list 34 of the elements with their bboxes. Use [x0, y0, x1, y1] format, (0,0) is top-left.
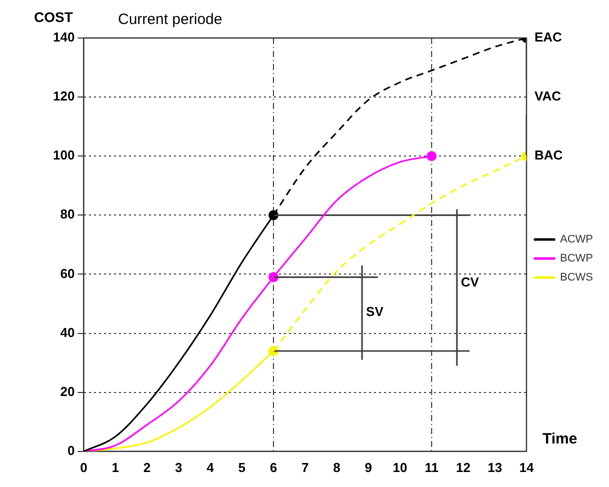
- y-tick-label: 100: [52, 148, 75, 163]
- x-tick-label: 1: [112, 460, 119, 475]
- legend-label: BCWS: [560, 272, 593, 284]
- y-tick-label: 60: [60, 266, 75, 281]
- annotation: BAC: [534, 148, 564, 163]
- annotation: SV: [366, 304, 384, 320]
- x-axis-title: Time: [542, 430, 578, 448]
- text: VAC: [534, 88, 562, 104]
- x-tick-label: 6: [270, 460, 278, 475]
- text: Current periode: [118, 11, 222, 28]
- y-tick-label: 0: [67, 442, 75, 458]
- x-tick-label: 12: [456, 460, 470, 475]
- y-tick-label: 20: [60, 384, 75, 399]
- y-tick-label: 120: [52, 88, 75, 104]
- x-tick-label: 3: [174, 460, 182, 475]
- y-tick-label: 80: [60, 206, 75, 222]
- x-tick-label: 11: [424, 460, 438, 475]
- x-tick-label: 7: [301, 460, 309, 475]
- x-tick-label: 5: [238, 460, 246, 475]
- legend-label: ACWP: [560, 234, 593, 246]
- x-tick-label: 14: [519, 460, 534, 475]
- x-tick-label: 0: [80, 460, 88, 475]
- x-tick-label: 9: [364, 460, 372, 475]
- x-tick-label: 8: [333, 460, 340, 475]
- annotation: CV: [460, 274, 480, 290]
- x-tick-label: 2: [143, 460, 151, 475]
- y-tick-label: 40: [60, 324, 75, 340]
- y-tick-label: 140: [52, 30, 75, 45]
- y-axis-title: COST: [34, 9, 74, 25]
- annotation: EAC: [534, 30, 563, 45]
- x-tick-label: 4: [206, 460, 215, 475]
- legend-label: BCWP: [560, 252, 593, 265]
- x-tick-label: 10: [392, 460, 408, 475]
- x-tick-label: 13: [488, 460, 502, 475]
